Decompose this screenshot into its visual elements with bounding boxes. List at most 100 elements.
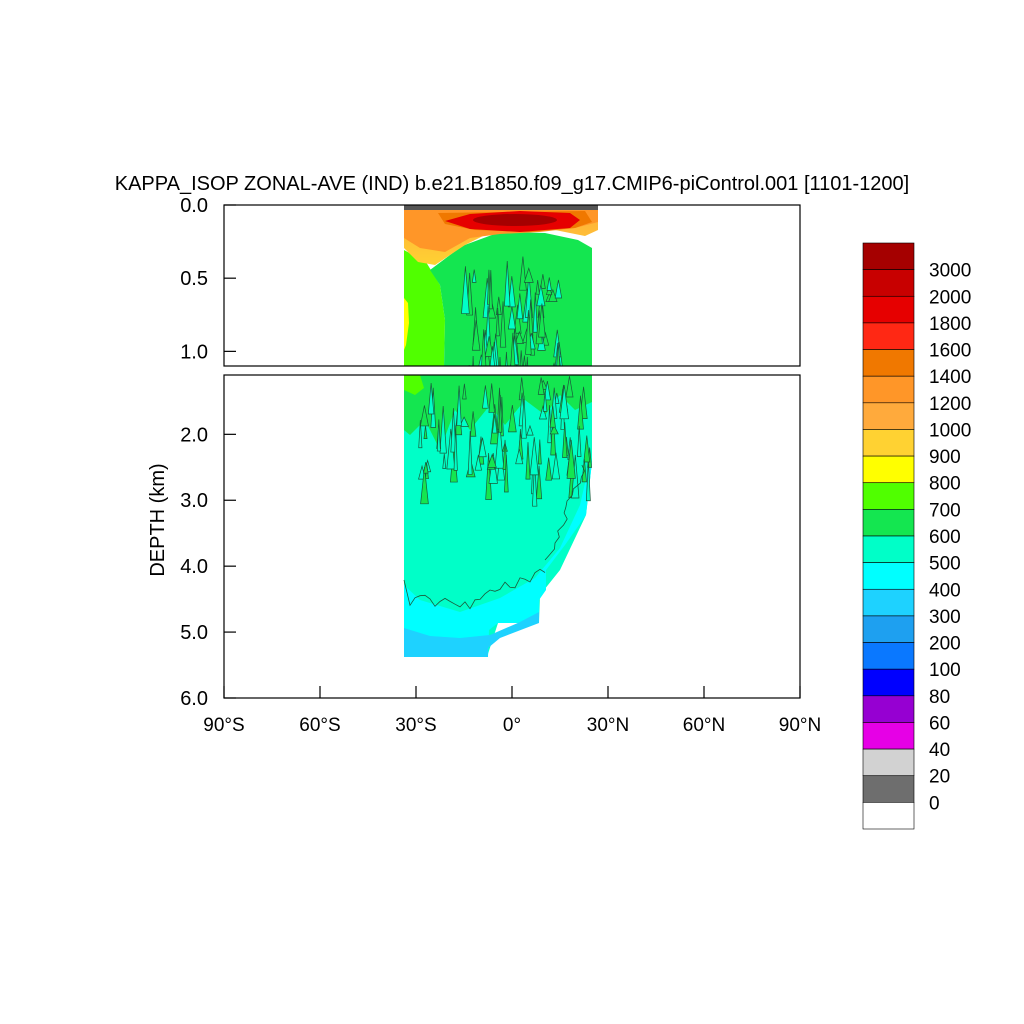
x-axis: 90°S 60°S 30°S 0° 30°N 60°N 90°N (203, 686, 821, 736)
contour-spike (427, 383, 435, 415)
y-tick-label: 5.0 (180, 622, 208, 644)
contour-spike (545, 457, 553, 481)
y-tick-label: 6.0 (180, 688, 208, 710)
contour-spike (532, 292, 538, 333)
contour-spike (499, 356, 501, 366)
colorbar-box (862, 695, 915, 723)
contour-spike (462, 383, 467, 400)
x-tick-label: 90°N (779, 715, 821, 736)
colorbar-label: 40 (929, 740, 950, 761)
contour-spike (488, 270, 493, 310)
x-tick-label: 0° (503, 715, 521, 736)
colorbar-label: 700 (929, 500, 961, 521)
contour-spike (556, 342, 561, 366)
contour-spike (487, 301, 497, 319)
contour-spike (450, 408, 457, 453)
contour-spike (538, 303, 546, 338)
colorbar-label: 200 (929, 634, 961, 655)
colorbar-label: 60 (929, 713, 950, 734)
colorbar-box (862, 322, 915, 350)
contour-spike (471, 320, 481, 351)
contour-spike (532, 461, 538, 507)
contour-spike (535, 465, 543, 500)
contour-spike (498, 394, 503, 433)
field-lower-700 (404, 375, 424, 395)
chart-title: KAPPA_ISOP ZONAL-AVE (IND) b.e21.B1850.f… (115, 173, 910, 195)
contour-spike (515, 448, 524, 465)
contour-spike (585, 460, 591, 502)
contour-spike (566, 439, 576, 479)
colorbar-box (862, 375, 915, 404)
colorbar-box (862, 269, 915, 297)
contour-spike (549, 424, 559, 435)
contour-spike (508, 404, 517, 433)
colorbar-label: 300 (929, 607, 961, 628)
contour-spike (474, 454, 482, 471)
contour-spike (510, 332, 516, 366)
contour-spike (505, 351, 508, 366)
colorbar-box (862, 748, 915, 777)
contour-spike (522, 355, 526, 366)
colorbar-box (862, 775, 915, 803)
contour-spike (504, 261, 511, 307)
contour-spike (439, 406, 447, 454)
contour-line (544, 464, 585, 561)
colorbar-box (862, 535, 915, 563)
colorbar-box (862, 588, 915, 617)
colorbar: 0 20 40 60 80 100 200 300 400 500 600 700 800 900 1000… (862, 242, 971, 830)
contour-spike (516, 293, 524, 320)
contour-spike (514, 330, 525, 344)
y-tick-label: 4.0 (180, 556, 208, 578)
upper-y-ticks: 0.0 0.5 1.0 (180, 195, 236, 363)
contour-spike (494, 420, 505, 469)
field-lower-300 (404, 612, 539, 657)
contour-spike (461, 266, 470, 314)
contour-spike (562, 422, 568, 458)
colorbar-label: 3000 (929, 261, 971, 282)
y-tick-label: 0.5 (180, 268, 208, 290)
contour-spike (481, 329, 487, 366)
colorbar-box (862, 562, 915, 590)
colorbar-label: 1800 (929, 314, 971, 335)
contour-spike (459, 416, 470, 427)
contour-spike (548, 288, 558, 302)
contour-spike (549, 405, 556, 428)
field-upper-700 (404, 250, 445, 366)
contour-spike (487, 453, 497, 468)
contour-spike (525, 442, 531, 480)
contour-spike (536, 284, 546, 307)
colorbar-box (862, 429, 915, 457)
contour-spike (472, 356, 474, 366)
contour-spike (540, 274, 546, 289)
field-upper-3000 (473, 214, 557, 226)
colorbar-box (862, 642, 915, 670)
contour-spike (577, 395, 584, 430)
contour-spike (583, 435, 591, 463)
colorbar-label: 1400 (929, 367, 971, 388)
colorbar-box (862, 295, 915, 324)
contour-spike (453, 425, 458, 471)
colorbar-box (862, 802, 915, 830)
y-tick-label: 1.0 (180, 341, 208, 363)
contour-spike (551, 452, 561, 480)
contour-spike (456, 385, 462, 426)
contour-spike (436, 419, 441, 452)
colorbar-box (862, 615, 915, 643)
colorbar-label: 2000 (929, 287, 971, 308)
contour-spike (488, 383, 495, 413)
contour-spike (526, 356, 529, 366)
contour-spike (420, 467, 429, 505)
colorbar-label: 900 (929, 447, 961, 468)
contour-spike (471, 269, 477, 283)
colorbar-label: 500 (929, 554, 961, 575)
colorbar-label: 1600 (929, 341, 971, 362)
contour-spike (554, 279, 563, 299)
contour-spike (492, 414, 498, 434)
colorbar-box (862, 455, 915, 484)
contour-spike (495, 308, 500, 337)
colorbar-label: 400 (929, 580, 961, 601)
contour-spike (542, 391, 548, 412)
colorbar-box (862, 482, 915, 510)
y-axis-label: DEPTH (km) (147, 463, 169, 576)
x-tick-label: 60°N (683, 715, 725, 736)
